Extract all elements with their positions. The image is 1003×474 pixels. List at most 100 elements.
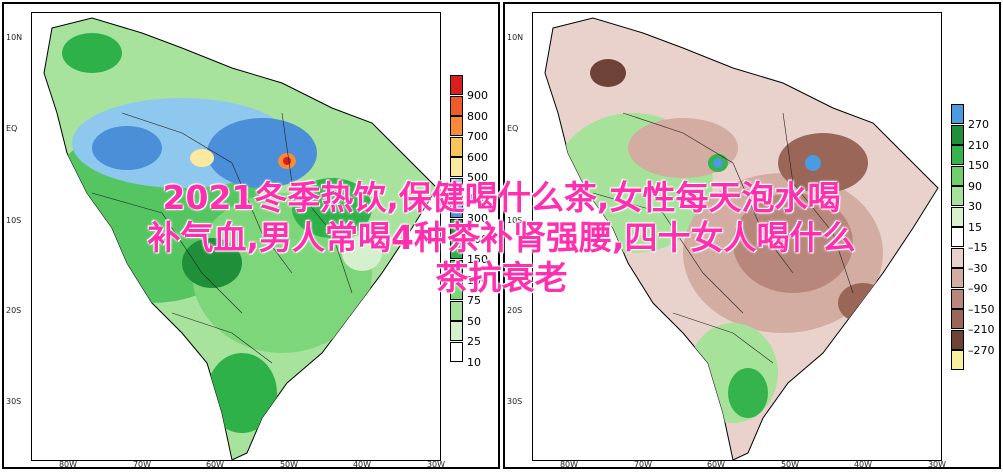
lat-label: 20S xyxy=(507,306,523,315)
legend-item: 90 xyxy=(951,165,1003,193)
legend-label: –270 xyxy=(968,343,995,357)
legend-swatch xyxy=(450,259,463,280)
legend-swatch xyxy=(951,227,964,247)
lon-label: 50W xyxy=(780,460,800,469)
legend-swatch xyxy=(450,300,463,321)
legend-swatch xyxy=(450,280,463,300)
legend-item: 300 xyxy=(450,198,510,225)
legend-item: –15 xyxy=(951,227,1003,254)
lat-label: EQ xyxy=(6,124,18,133)
legend-swatch xyxy=(951,104,964,124)
legend-label: 200 xyxy=(467,232,488,246)
legend-label: 75 xyxy=(467,294,481,307)
legend-label: 800 xyxy=(467,109,488,123)
legend-item: 500 xyxy=(450,157,510,184)
lon-label: 80W xyxy=(58,460,78,469)
lat-label: 10N xyxy=(507,33,524,42)
lat-label: EQ xyxy=(507,124,519,133)
lon-label: 60W xyxy=(706,460,726,469)
lon-label: 60W xyxy=(205,460,225,469)
legend-label: 300 xyxy=(467,212,488,225)
left-legend: 900 800 700 600 500 400 300 200 150 100 75 50 25 10 xyxy=(450,75,510,369)
legend-label: 500 xyxy=(467,171,488,184)
legend-swatch xyxy=(951,329,964,350)
lon-label: 70W xyxy=(633,460,653,469)
legend-item: 700 xyxy=(450,116,510,143)
legend-swatch xyxy=(951,350,964,370)
right-map-frame xyxy=(532,12,942,461)
legend-swatch xyxy=(951,268,964,288)
legend-label: 900 xyxy=(467,89,488,102)
legend-item: 25 xyxy=(450,321,510,348)
legend-item: 10 xyxy=(450,341,510,369)
lon-label: 80W xyxy=(559,460,579,469)
legend-label: 700 xyxy=(467,130,488,143)
legend-label: 25 xyxy=(467,335,481,348)
legend-item: –30 xyxy=(951,247,1003,275)
legend-item: –150 xyxy=(951,288,1003,316)
legend-label: 10 xyxy=(467,355,481,369)
lon-label: 30W xyxy=(426,460,446,469)
legend-item: –90 xyxy=(951,268,1003,295)
legend-item: 50 xyxy=(450,300,510,328)
legend-label: 15 xyxy=(968,220,982,234)
legend-label: 210 xyxy=(968,138,989,152)
lat-label: 10N xyxy=(6,33,23,42)
legend-item: 150 xyxy=(450,239,510,266)
legend-label: –90 xyxy=(968,282,988,295)
overlay-line: 茶抗衰老 xyxy=(435,258,568,297)
legend-label: 150 xyxy=(968,159,989,172)
legend-item: 400 xyxy=(450,177,510,205)
legend-swatch xyxy=(951,247,964,268)
legend-label: 600 xyxy=(467,150,488,164)
lat-label: 10S xyxy=(6,216,22,225)
lon-label: 40W xyxy=(352,460,372,469)
legend-swatch xyxy=(951,165,964,186)
legend-label: 400 xyxy=(467,191,488,205)
legend-label: –150 xyxy=(968,302,995,316)
legend-item: 150 xyxy=(951,145,1003,172)
overlay-line: 2021冬季热饮,保健喝什么茶,女性每天泡水喝 xyxy=(162,178,841,217)
legend-swatch xyxy=(450,75,463,95)
legend-swatch xyxy=(450,341,463,362)
legend-swatch xyxy=(951,124,964,145)
legend-swatch xyxy=(450,239,463,259)
legend-label: 100 xyxy=(467,273,488,287)
legend-item: 200 xyxy=(450,218,510,246)
legend-label: 150 xyxy=(467,253,488,266)
legend-swatch xyxy=(951,206,964,227)
legend-label: –15 xyxy=(968,241,988,254)
legend-item: –210 xyxy=(951,309,1003,336)
legend-item xyxy=(951,350,1003,371)
legend-label: 270 xyxy=(968,118,989,131)
lat-label: 10S xyxy=(507,216,523,225)
legend-item: 100 xyxy=(450,259,510,287)
legend-swatch xyxy=(450,198,463,218)
legend-label: 30 xyxy=(968,200,982,213)
lat-label: 20S xyxy=(6,306,22,315)
legend-swatch xyxy=(450,116,463,136)
left-map-panel: 10N EQ 10S 20S 30S 80W 70W 60W 50W 40W 3… xyxy=(2,2,500,469)
legend-item: 600 xyxy=(450,136,510,164)
legend-swatch xyxy=(450,218,463,239)
legend-label: –30 xyxy=(968,261,988,275)
legend-item: –270 xyxy=(951,329,1003,357)
legend-item: 900 xyxy=(450,75,510,102)
legend-item: 800 xyxy=(450,95,510,123)
legend-label: 50 xyxy=(467,314,481,328)
left-map-canvas xyxy=(43,17,438,460)
lon-label: 70W xyxy=(132,460,152,469)
legend-swatch xyxy=(951,288,964,309)
overlay-line: 补气血,男人常喝4种茶补肾强腰,四十女人喝什么 xyxy=(147,218,856,257)
left-map-frame xyxy=(31,12,441,461)
legend-swatch xyxy=(450,177,463,198)
legend-swatch xyxy=(450,95,463,116)
right-map-panel: 10N EQ 10S 20S 30S 80W 70W 60W 50W 40W 3… xyxy=(503,2,1001,469)
right-map-canvas xyxy=(544,17,939,460)
legend-swatch xyxy=(450,321,463,341)
legend-item: 30 xyxy=(951,186,1003,213)
legend-item: 15 xyxy=(951,206,1003,234)
lon-label: 50W xyxy=(279,460,299,469)
legend-item: 75 xyxy=(450,280,510,307)
legend-label: 90 xyxy=(968,179,982,193)
